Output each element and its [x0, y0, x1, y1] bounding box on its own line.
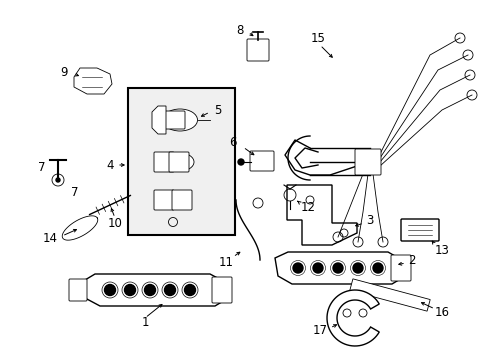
FancyBboxPatch shape	[154, 152, 174, 172]
Polygon shape	[62, 216, 98, 240]
Circle shape	[56, 178, 60, 182]
Text: 6: 6	[229, 135, 236, 149]
Circle shape	[312, 263, 323, 273]
FancyBboxPatch shape	[172, 190, 192, 210]
Circle shape	[372, 263, 382, 273]
FancyBboxPatch shape	[390, 255, 410, 281]
Polygon shape	[85, 274, 224, 306]
Polygon shape	[286, 185, 356, 245]
FancyBboxPatch shape	[246, 39, 268, 61]
Text: 12: 12	[300, 201, 315, 213]
Text: 3: 3	[366, 213, 373, 226]
Circle shape	[124, 284, 135, 296]
Text: 7: 7	[38, 161, 46, 174]
FancyBboxPatch shape	[154, 190, 174, 210]
Text: 10: 10	[107, 216, 122, 230]
FancyBboxPatch shape	[69, 279, 87, 301]
Text: 7: 7	[71, 185, 79, 198]
Text: 16: 16	[434, 306, 448, 320]
Circle shape	[292, 263, 303, 273]
Bar	[128, 88, 235, 235]
Circle shape	[164, 284, 175, 296]
Text: 1: 1	[141, 315, 148, 328]
Text: 2: 2	[407, 253, 415, 266]
Circle shape	[332, 263, 342, 273]
Text: 15: 15	[310, 32, 325, 45]
Ellipse shape	[162, 109, 197, 131]
Circle shape	[352, 263, 362, 273]
FancyBboxPatch shape	[169, 152, 189, 172]
FancyBboxPatch shape	[354, 149, 380, 175]
Circle shape	[238, 159, 244, 165]
Text: 4: 4	[106, 158, 114, 171]
FancyBboxPatch shape	[249, 151, 273, 171]
Polygon shape	[274, 252, 401, 284]
FancyBboxPatch shape	[161, 111, 184, 129]
Text: 11: 11	[218, 256, 233, 270]
Text: 13: 13	[434, 243, 448, 257]
FancyBboxPatch shape	[212, 277, 231, 303]
FancyBboxPatch shape	[400, 219, 438, 241]
Polygon shape	[349, 279, 429, 311]
Circle shape	[144, 284, 155, 296]
Polygon shape	[74, 68, 112, 94]
Text: 17: 17	[312, 324, 327, 337]
Polygon shape	[326, 290, 379, 346]
Text: 5: 5	[214, 104, 221, 117]
Circle shape	[184, 284, 195, 296]
Polygon shape	[152, 106, 165, 134]
Text: 14: 14	[42, 231, 58, 244]
Text: 9: 9	[60, 66, 68, 78]
Text: 8: 8	[236, 23, 243, 36]
Ellipse shape	[165, 153, 194, 171]
Circle shape	[104, 284, 115, 296]
